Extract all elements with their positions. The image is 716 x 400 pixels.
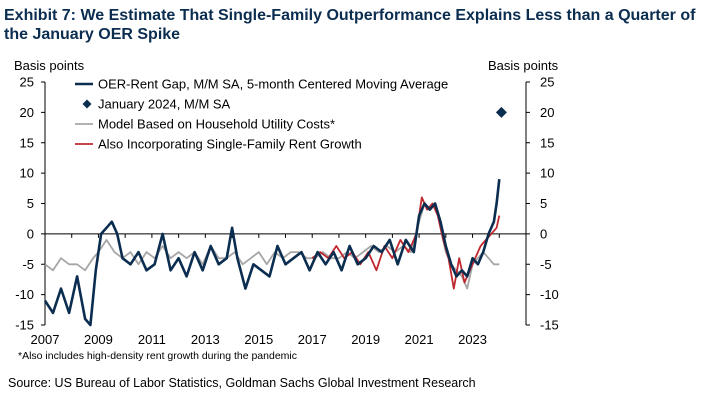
chart-series: [43, 106, 507, 327]
y-tick-label-right: 0: [540, 226, 547, 241]
x-tick-label: 2009: [84, 332, 113, 347]
footnote: *Also includes high-density rent growth …: [18, 350, 297, 362]
legend-label: January 2024, M/M SA: [98, 97, 231, 112]
legend-label: Also Incorporating Single-Family Rent Gr…: [98, 137, 362, 152]
chart-legend: OER-Rent Gap, M/M SA, 5-month Centered M…: [75, 77, 448, 152]
x-tick-label: 2021: [405, 332, 434, 347]
y-tick-label-right: 5: [540, 196, 547, 211]
legend-label: Model Based on Household Utility Costs*: [98, 117, 335, 132]
y-tick-label-left: -5: [22, 257, 34, 272]
y-tick-label-right: 25: [540, 75, 554, 90]
y-axis-label-right: Basis points: [488, 58, 559, 73]
y-tick-label-right: 20: [540, 105, 554, 120]
y-tick-label-right: -5: [540, 257, 552, 272]
y-tick-label-right: 15: [540, 135, 554, 150]
y-tick-label-right: 10: [540, 166, 554, 181]
y-axis-label-left: Basis points: [14, 58, 85, 73]
source-note: Source: US Bureau of Labor Statistics, G…: [8, 376, 476, 390]
y-tick-label-right: -15: [540, 318, 559, 333]
series-line-utility-model: [44, 202, 500, 290]
y-tick-label-left: 15: [20, 135, 34, 150]
legend-marker: [82, 99, 92, 109]
x-tick-label: 2019: [351, 332, 380, 347]
chart-axes: Basis points Basis points -15 -15 -10 -10 -5 -5…: [14, 58, 559, 347]
y-tick-label-left: 25: [20, 75, 34, 90]
y-tick-label-left: 0: [27, 226, 34, 241]
divider: [0, 368, 716, 369]
series-line-oer-rent-gap: [43, 179, 501, 327]
chart-title: Exhibit 7: We Estimate That Single-Famil…: [4, 7, 696, 43]
x-tick-label: 2015: [244, 332, 273, 347]
x-tick-label: 2007: [31, 332, 60, 347]
y-tick-label-left: 5: [27, 196, 34, 211]
x-tick-label: 2017: [298, 332, 327, 347]
x-tick-label: 2013: [191, 332, 220, 347]
y-tick-label-right: -10: [540, 287, 559, 302]
y-tick-label-left: 20: [20, 105, 34, 120]
y-tick-label-left: 10: [20, 166, 34, 181]
data-point-jan-2024: [495, 106, 507, 118]
legend-label: OER-Rent Gap, M/M SA, 5-month Centered M…: [98, 77, 448, 92]
y-tick-label-left: -15: [15, 318, 34, 333]
y-tick-label-left: -10: [15, 287, 34, 302]
x-tick-label: 2023: [458, 332, 487, 347]
x-tick-label: 2011: [138, 332, 166, 347]
